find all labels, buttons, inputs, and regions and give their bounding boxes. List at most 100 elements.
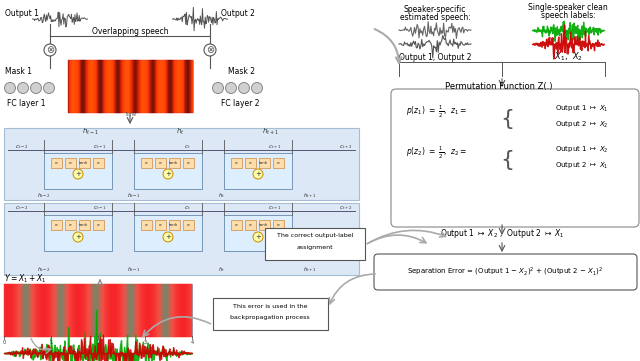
Text: FC layer 2: FC layer 2 (221, 99, 259, 108)
Bar (93, 158, 104, 168)
Text: +: + (165, 171, 171, 177)
Text: Time: Time (124, 113, 136, 117)
Text: 3: 3 (143, 339, 147, 344)
Text: The correct output-label: The correct output-label (277, 234, 353, 239)
Text: σ: σ (276, 223, 279, 227)
Text: σ: σ (97, 161, 99, 165)
Bar (65, 158, 76, 168)
Text: Output 1 $\mapsto$ $X_1$: Output 1 $\mapsto$ $X_1$ (555, 104, 609, 114)
Text: This error is used in the: This error is used in the (233, 304, 307, 309)
Circle shape (17, 83, 29, 93)
Text: Speaker-specific: Speaker-specific (404, 5, 466, 14)
Bar (273, 220, 284, 230)
Bar (93, 220, 104, 230)
Bar (79, 158, 90, 168)
Text: ⊗: ⊗ (46, 45, 54, 55)
Text: estimated speech:: estimated speech: (399, 13, 470, 22)
Text: +: + (75, 171, 81, 177)
Text: $c_t$: $c_t$ (184, 204, 190, 212)
Bar (51, 158, 62, 168)
Bar (231, 158, 242, 168)
Text: σ: σ (235, 223, 237, 227)
Circle shape (252, 83, 262, 93)
Text: σ: σ (68, 161, 71, 165)
Text: 1: 1 (49, 339, 52, 344)
Bar (224, 215, 292, 251)
Text: +: + (165, 234, 171, 240)
Bar (141, 220, 152, 230)
Bar (231, 220, 242, 230)
Text: $p(z_2)\ =\ \frac{1}{2}$,  $z_2 =$: $p(z_2)\ =\ \frac{1}{2}$, $z_2 =$ (406, 145, 467, 161)
Text: tanh: tanh (79, 223, 89, 227)
Text: σ: σ (159, 161, 161, 165)
Text: $c_{t-1}$: $c_{t-1}$ (93, 143, 107, 151)
Text: $c_{t-1}$: $c_{t-1}$ (93, 204, 107, 212)
Text: $h_{t+1}$: $h_{t+1}$ (303, 192, 317, 200)
Circle shape (73, 169, 83, 179)
Text: tanh: tanh (170, 223, 179, 227)
Text: Mask 2: Mask 2 (228, 68, 255, 77)
Circle shape (44, 44, 56, 56)
Circle shape (163, 169, 173, 179)
Circle shape (4, 83, 15, 93)
Bar (141, 158, 152, 168)
Text: Output 1 $\mapsto$ $X_2$: Output 1 $\mapsto$ $X_2$ (555, 145, 609, 155)
Text: σ: σ (235, 161, 237, 165)
Text: {: { (500, 150, 514, 170)
Text: $c_{t+2}$: $c_{t+2}$ (339, 143, 352, 151)
Text: Mask 1: Mask 1 (5, 68, 32, 77)
Bar (245, 158, 256, 168)
Bar (183, 158, 194, 168)
Text: $h_{t-1}$: $h_{t-1}$ (127, 266, 141, 274)
Text: σ: σ (249, 223, 252, 227)
Text: $X_1$,  $X_2$: $X_1$, $X_2$ (554, 51, 582, 63)
Bar (44, 215, 112, 251)
Bar (4, 284, 192, 336)
Text: σ: σ (249, 161, 252, 165)
Circle shape (212, 83, 223, 93)
Bar (183, 220, 194, 230)
Bar (169, 158, 180, 168)
Text: tanh: tanh (259, 223, 269, 227)
Circle shape (204, 44, 216, 56)
Bar (155, 158, 166, 168)
Text: $c_{t-2}$: $c_{t-2}$ (15, 204, 28, 212)
Text: σ: σ (54, 161, 58, 165)
Text: $h_t$: $h_t$ (176, 127, 184, 137)
Text: $Y = X_1 + X_1$: $Y = X_1 + X_1$ (4, 273, 46, 285)
Bar (51, 220, 62, 230)
Text: $c_{t-2}$: $c_{t-2}$ (15, 143, 28, 151)
Bar (259, 220, 270, 230)
Text: Output 1: Output 1 (5, 9, 39, 17)
Bar (245, 220, 256, 230)
Circle shape (44, 83, 54, 93)
FancyBboxPatch shape (391, 89, 639, 227)
Text: $c_{t+1}$: $c_{t+1}$ (268, 143, 282, 151)
Bar (68, 60, 193, 112)
Text: $p(z_1)\ =\ \frac{1}{2}$,  $z_1 =$: $p(z_1)\ =\ \frac{1}{2}$, $z_1 =$ (406, 104, 467, 120)
Text: Permutation Function Z(.): Permutation Function Z(.) (445, 83, 552, 91)
Circle shape (73, 232, 83, 242)
Text: FC layer 1: FC layer 1 (7, 99, 45, 108)
Text: 4: 4 (191, 339, 193, 344)
Text: ⊗: ⊗ (206, 45, 214, 55)
Text: σ: σ (145, 161, 147, 165)
Text: tanh: tanh (79, 161, 89, 165)
Circle shape (225, 83, 237, 93)
Bar (134, 215, 202, 251)
Bar (259, 158, 270, 168)
Text: Output 2 $\mapsto$ $X_1$: Output 2 $\mapsto$ $X_1$ (555, 161, 609, 171)
FancyBboxPatch shape (374, 254, 637, 290)
Text: σ: σ (159, 223, 161, 227)
Text: $c_t$: $c_t$ (184, 143, 190, 151)
Text: $h_t$: $h_t$ (218, 266, 225, 274)
Text: 0: 0 (3, 339, 6, 344)
Bar (273, 158, 284, 168)
Bar (44, 153, 112, 189)
Text: σ: σ (276, 161, 279, 165)
Text: $h_{t+1}$: $h_{t+1}$ (303, 266, 317, 274)
Text: σ: σ (187, 161, 189, 165)
Bar (224, 153, 292, 189)
Text: assignment: assignment (297, 244, 333, 249)
Text: $h_{t-1}$: $h_{t-1}$ (127, 192, 141, 200)
